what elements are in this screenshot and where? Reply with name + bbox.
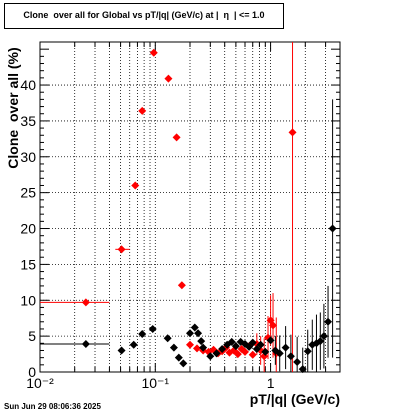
y-tick-label: 0 [28,364,36,380]
axes: 0 5 10 15 20 25 30 35 40 10⁻² 10⁻¹ 1 [20,41,341,391]
y-tick-label: 15 [20,256,36,272]
red-data-point [177,281,186,290]
y-axis-label: Clone over all (%) [5,47,21,169]
red-data-point [288,128,297,137]
black-data-point [245,342,254,351]
black-data-point [138,329,147,338]
x-tick-label: 10⁻² [26,375,54,391]
black-data-point [316,337,325,346]
black-data-point [227,337,236,346]
timestamp: Sun Jun 29 08:06:36 2025 [4,402,101,411]
black-data-point [197,337,206,346]
black-data-point [231,342,240,351]
y-tick-label: 40 [20,77,36,93]
y-tick-label: 25 [20,185,36,201]
red-data-point [248,350,257,359]
black-data-point [303,347,312,356]
black-data-point [261,347,270,356]
y-tick-label: 20 [20,221,36,237]
black-data-point [169,343,178,352]
black-data-point [186,329,194,338]
x-axis-label: pT/|q| (GeV/c) [249,391,340,407]
red-data-point [186,340,194,349]
black-data-point [298,365,307,374]
black-data-point [328,224,337,233]
red-data-point [131,181,140,190]
black-data-point [129,340,138,349]
chart-title-box: Clone over all for Global vs pT/|q| (GeV… [4,3,284,29]
black-data-point [81,340,90,349]
y-tick-label: 5 [28,328,36,344]
data-points [40,42,337,374]
red-data-point [269,321,278,330]
black-data-point [319,332,328,341]
red-data-point [81,298,90,307]
black-data-point [190,323,199,332]
red-data-point [192,344,201,353]
black-data-point [293,357,302,366]
x-tick-label: 10⁻¹ [141,375,169,391]
black-data-point [281,343,290,352]
black-data-point [324,317,333,326]
x-tick-label: 1 [267,375,275,391]
black-data-point [148,324,157,333]
y-tick-label: 30 [20,149,36,165]
black-data-point [163,334,172,343]
black-data-point [266,336,275,345]
black-data-point [252,345,261,354]
black-data-point [206,352,215,361]
red-data-point [117,245,126,254]
y-tick-label: 10 [20,292,36,308]
red-data-point [164,74,173,83]
red-data-point [172,133,181,142]
red-data-point [138,106,147,115]
black-data-point [174,353,183,362]
black-data-point [179,359,188,368]
black-data-point [199,343,208,352]
red-data-point [233,350,242,359]
black-data-point [212,349,221,358]
red-data-point [149,48,158,57]
red-data-point [241,347,250,356]
chart-title: Clone over all for Global vs pT/|q| (GeV… [23,10,265,20]
black-data-point [218,345,227,354]
black-data-point [286,352,295,361]
y-tick-label: 35 [20,113,36,129]
black-data-point [194,329,203,338]
grid [40,42,340,372]
black-data-point [117,346,126,355]
black-data-point [275,349,284,358]
black-data-point [256,340,265,349]
black-data-point [248,338,257,347]
